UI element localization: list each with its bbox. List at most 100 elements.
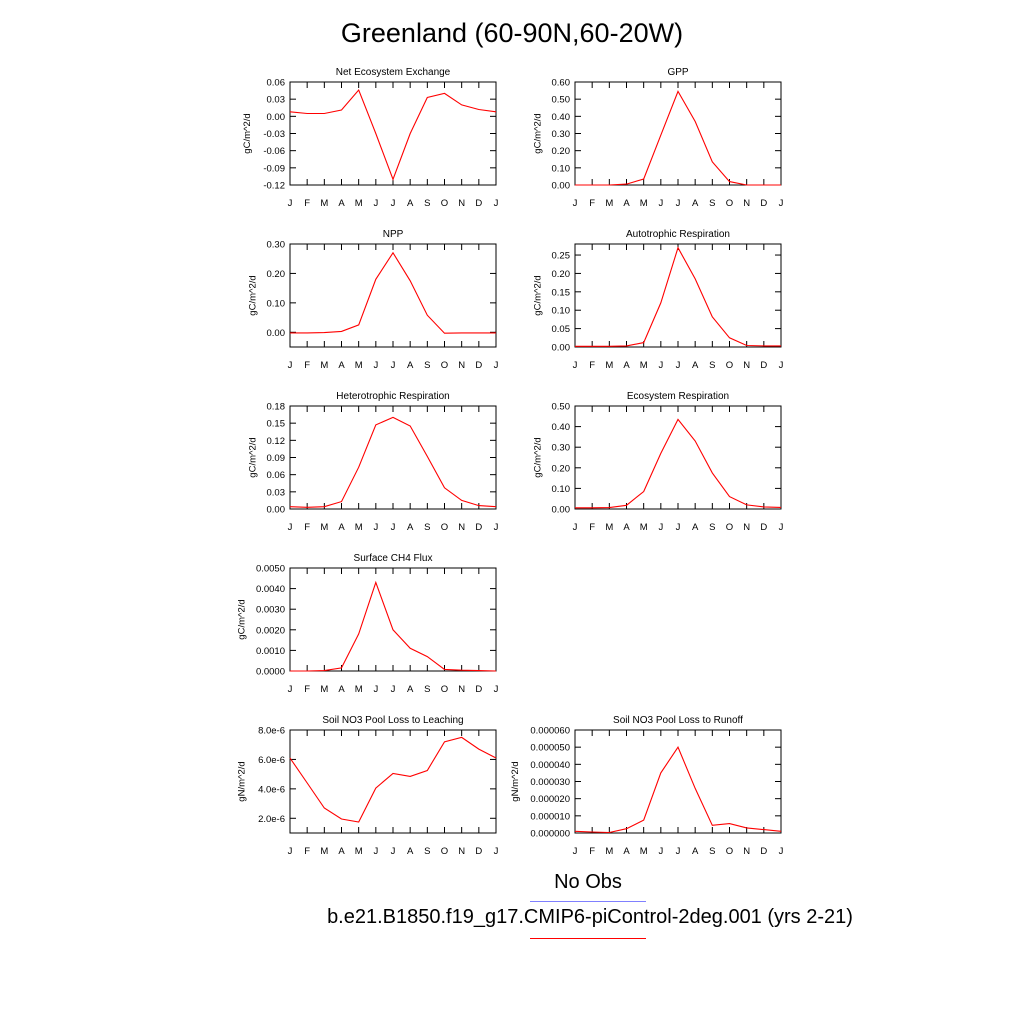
- x-tick-label: D: [760, 522, 767, 533]
- y-tick-label: 0.15: [267, 419, 286, 430]
- y-tick-label: 0.000030: [530, 777, 570, 788]
- x-tick-label: J: [676, 846, 681, 857]
- x-tick-label: M: [320, 522, 328, 533]
- x-tick-label: D: [475, 360, 482, 371]
- panel-title: GPP: [667, 67, 688, 78]
- x-tick-label: J: [391, 522, 396, 533]
- y-tick-label: 0.30: [552, 129, 571, 140]
- y-tick-label: -0.12: [263, 181, 285, 192]
- plot-frame: [289, 81, 497, 186]
- x-tick-label: M: [320, 846, 328, 857]
- panel-title: Heterotrophic Respiration: [336, 391, 449, 402]
- y-tick-label: 0.0050: [256, 564, 285, 575]
- x-tick-label: J: [494, 198, 499, 209]
- x-tick-label: M: [355, 198, 363, 209]
- y-tick-label: 0.000050: [530, 743, 570, 754]
- y-tick-label: 0.00: [267, 112, 286, 123]
- y-axis-label: gC/m^2/d: [236, 599, 247, 639]
- chart-panel: J F M A M J J A S O N D J0.0000600.0000500.0000400.0…: [510, 715, 783, 857]
- series-line: [575, 418, 782, 509]
- panel-title: Ecosystem Respiration: [627, 391, 729, 402]
- panel-title: Autotrophic Respiration: [626, 229, 730, 240]
- x-tick-label: N: [458, 522, 465, 533]
- x-tick-label: F: [589, 846, 595, 857]
- y-tick-label: 0.00: [552, 505, 571, 516]
- y-tick-label: -0.06: [263, 146, 285, 157]
- x-tick-label: A: [407, 198, 414, 209]
- plot-frame: [574, 729, 782, 834]
- y-tick-label: 0.0030: [256, 605, 285, 616]
- y-tick-label: 0.06: [267, 470, 286, 481]
- x-tick-label: J: [373, 198, 378, 209]
- panel-title: Soil NO3 Pool Loss to Leaching: [322, 715, 463, 726]
- x-tick-label: A: [407, 522, 414, 533]
- x-tick-label: A: [407, 360, 414, 371]
- y-axis-label: gN/m^2/d: [236, 761, 247, 801]
- chart-panel: J F M A M J J A S O N D J0.600.500.400.300.200.100.0…: [533, 67, 784, 209]
- legend-model-label: b.e21.B1850.f19_g17.CMIP6-piControl-2deg…: [327, 906, 853, 928]
- x-tick-label: M: [320, 360, 328, 371]
- x-tick-label: J: [676, 360, 681, 371]
- x-tick-label: A: [692, 198, 699, 209]
- y-tick-label: 0.00: [267, 505, 286, 516]
- y-tick-label: 0.10: [552, 163, 571, 174]
- y-tick-label: 4.0e-6: [258, 784, 285, 795]
- y-tick-label: 0.18: [267, 402, 286, 413]
- x-tick-label: J: [288, 684, 293, 695]
- y-tick-label: 8.0e-6: [258, 726, 285, 737]
- x-tick-label: J: [658, 198, 663, 209]
- y-tick-label: 0.000000: [530, 829, 570, 840]
- y-tick-label: 0.15: [552, 287, 571, 298]
- x-tick-label: A: [692, 522, 699, 533]
- x-tick-label: J: [373, 360, 378, 371]
- x-tick-label: O: [441, 522, 448, 533]
- y-tick-label: 0.000040: [530, 760, 570, 771]
- x-tick-label: J: [658, 522, 663, 533]
- legend-model-line: [530, 938, 646, 939]
- y-tick-label: 0.30: [552, 443, 571, 454]
- y-tick-label: 0.50: [552, 95, 571, 106]
- y-tick-label: 0.20: [267, 269, 286, 280]
- x-tick-label: F: [304, 684, 310, 695]
- x-tick-label: A: [623, 360, 630, 371]
- x-tick-label: J: [573, 846, 578, 857]
- x-tick-label: J: [391, 360, 396, 371]
- legend-obs-label: No Obs: [554, 871, 622, 893]
- x-tick-label: A: [692, 846, 699, 857]
- x-tick-label: J: [373, 522, 378, 533]
- x-tick-label: N: [458, 360, 465, 371]
- x-tick-label: A: [338, 198, 345, 209]
- y-tick-label: 0.10: [267, 298, 286, 309]
- y-tick-label: 0.20: [552, 269, 571, 280]
- x-tick-label: O: [726, 846, 733, 857]
- x-tick-label: S: [709, 198, 715, 209]
- x-tick-label: A: [623, 198, 630, 209]
- x-tick-label: J: [391, 684, 396, 695]
- x-tick-label: O: [441, 198, 448, 209]
- x-tick-label: M: [605, 522, 613, 533]
- x-tick-label: J: [658, 360, 663, 371]
- x-tick-label: O: [441, 846, 448, 857]
- y-tick-label: 0.40: [552, 112, 571, 123]
- x-tick-label: J: [676, 522, 681, 533]
- plot-frame: [289, 243, 497, 348]
- x-tick-label: M: [640, 846, 648, 857]
- panel-title: NPP: [383, 229, 404, 240]
- x-tick-label: A: [623, 846, 630, 857]
- x-tick-label: A: [407, 684, 414, 695]
- x-tick-label: J: [391, 846, 396, 857]
- panel-title: Soil NO3 Pool Loss to Runoff: [613, 715, 743, 726]
- y-tick-label: 0.20: [552, 146, 571, 157]
- y-tick-label: 0.00: [552, 343, 571, 354]
- chart-panel: J F M A M J J A S O N D J8.0e-66.0e-64.0e-62.0e-6Soi…: [236, 715, 498, 857]
- y-tick-label: 0.0040: [256, 584, 285, 595]
- x-tick-label: J: [573, 198, 578, 209]
- panel-title: Surface CH4 Flux: [354, 553, 433, 564]
- x-tick-label: J: [288, 846, 293, 857]
- x-tick-label: J: [373, 846, 378, 857]
- y-tick-label: 0.09: [267, 453, 286, 464]
- x-tick-label: J: [494, 360, 499, 371]
- x-tick-label: N: [458, 846, 465, 857]
- x-tick-label: D: [760, 360, 767, 371]
